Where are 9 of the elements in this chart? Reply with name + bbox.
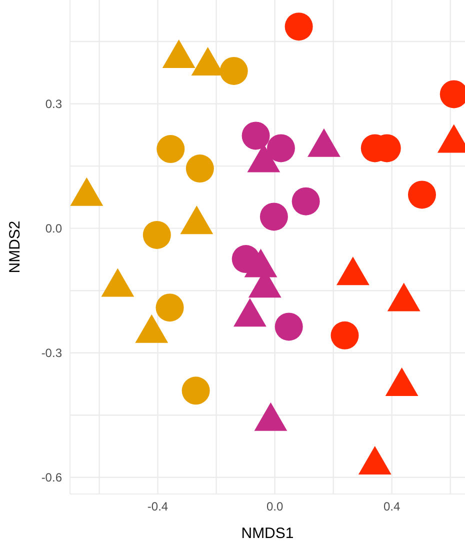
- x-tick-label: -0.4: [147, 500, 168, 514]
- x-axis-title: NMDS1: [241, 525, 294, 542]
- x-tick-label: 0.4: [384, 500, 401, 514]
- x-tick-label: 0.0: [266, 500, 284, 514]
- y-tick-label: 0.0: [45, 222, 62, 236]
- y-tick-label: -0.3: [41, 346, 62, 360]
- y-tick-label: 0.3: [45, 97, 62, 112]
- y-axis-title: NMDS2: [6, 220, 24, 274]
- y-tick-label: -0.6: [41, 470, 62, 485]
